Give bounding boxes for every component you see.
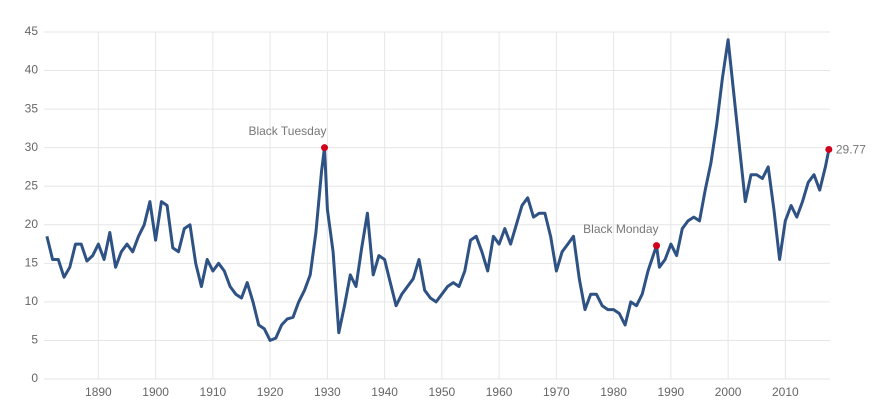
y-tick-label: 45 (25, 24, 39, 38)
annotation-label: Black Monday (583, 222, 658, 236)
y-tick-label: 15 (25, 256, 39, 270)
annotation-label: Black Tuesday (248, 124, 326, 138)
line (45, 38, 831, 342)
x-tick-label: 1990 (658, 385, 685, 399)
y-tick-label: 5 (31, 333, 38, 347)
annotation-dot (321, 144, 329, 152)
x-tick-label: 1900 (142, 385, 169, 399)
x-tick-label: 1930 (314, 385, 341, 399)
y-tick-label: 0 (31, 371, 38, 385)
annotation-dot (653, 242, 661, 250)
x-tick-label: 1920 (257, 385, 284, 399)
x-tick-label: 1940 (371, 385, 398, 399)
x-tick-label: 1890 (85, 385, 112, 399)
x-tick-label: 1980 (600, 385, 627, 399)
y-tick-label: 35 (25, 101, 39, 115)
x-tick-label: 2000 (715, 385, 742, 399)
end-dot (825, 145, 833, 153)
y-tick-label: 30 (25, 140, 39, 154)
y-tick-label: 20 (25, 217, 39, 231)
x-tick-label: 1910 (200, 385, 227, 399)
y-tick-label: 40 (25, 63, 39, 77)
y-tick-label: 10 (25, 294, 39, 308)
x-tick-label: 1970 (543, 385, 570, 399)
y-tick-label: 25 (25, 178, 39, 192)
x-tick-label: 1960 (486, 385, 513, 399)
x-tick-label: 1950 (429, 385, 456, 399)
x-tick-label: 2010 (772, 385, 799, 399)
end-label: 29.77 (836, 143, 866, 157)
